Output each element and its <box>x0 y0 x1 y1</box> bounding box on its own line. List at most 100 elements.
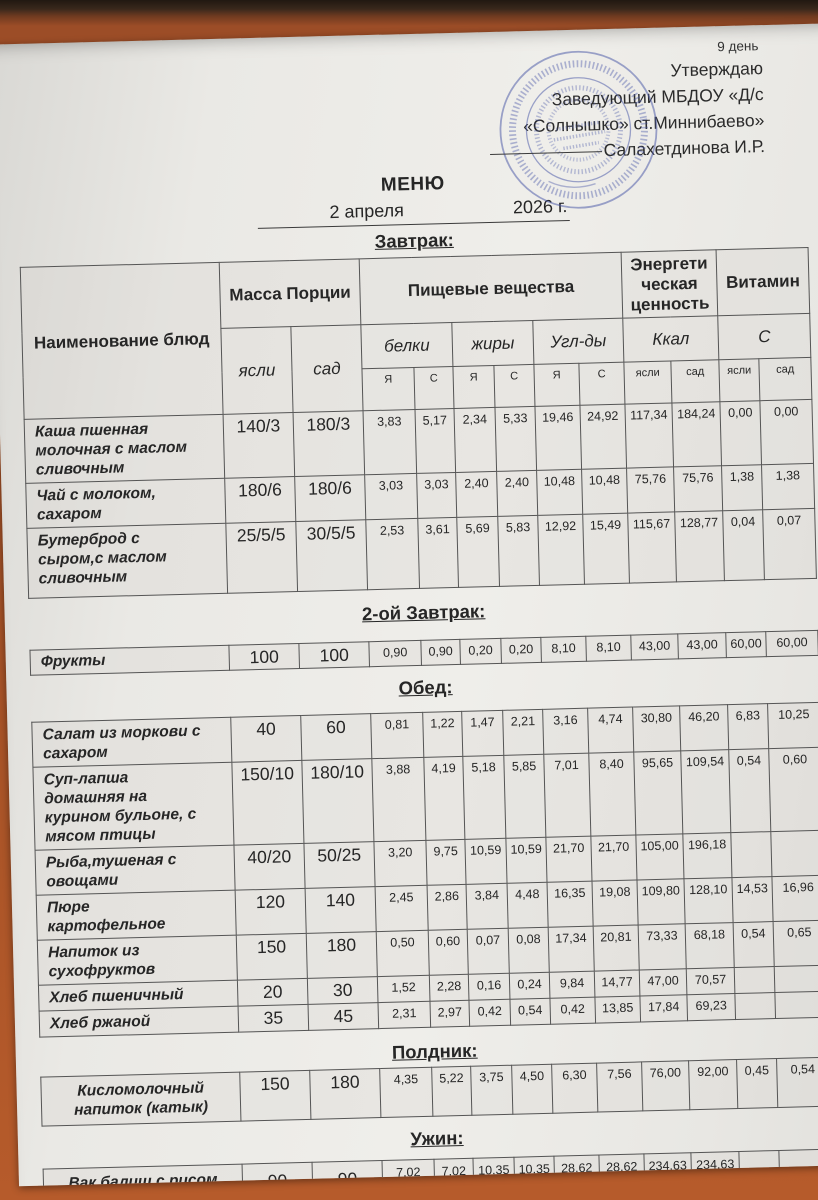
header-nutrients: Пищевые вещества <box>359 252 623 325</box>
mass-yasli: 25/5/5 <box>225 521 298 594</box>
nutrient-value: 0,60 <box>428 929 469 976</box>
lunch-rows: Салат из моркови с сахаром 40 60 0,81 1,22 1,… <box>31 702 818 1038</box>
nutrient-value: 95,65 <box>633 750 683 836</box>
header-mini: сад <box>670 359 720 403</box>
dish-name: Фрукты <box>29 645 230 676</box>
nutrient-value: 1,22 <box>422 711 463 758</box>
nutrient-value: 0,54 <box>509 998 551 1026</box>
nutrient-value: 0,20 <box>459 638 502 665</box>
nutrient-value: 0,07 <box>762 508 817 580</box>
mass-sad: 50/25 <box>303 841 376 889</box>
approver-name: Салахетдинова И.Р. <box>603 136 766 161</box>
mass-sad: 140 <box>305 886 377 934</box>
mass-yasli: 120 <box>235 888 307 936</box>
nutrient-value: 69,23 <box>686 993 736 1021</box>
nutrient-value: 0,04 <box>722 509 765 581</box>
mass-yasli: 35 <box>238 1004 309 1033</box>
header-yasli: ясли <box>220 326 294 415</box>
nutrient-value: 7,02 <box>381 1159 436 1187</box>
dish-name: Напиток из сухофруктов <box>37 935 238 986</box>
nutrient-value: 16,96 <box>771 875 818 922</box>
nutrient-value: 234,63 <box>690 1151 741 1187</box>
nutrient-value: 2,31 <box>377 1001 431 1029</box>
date-line: 2 апреля 2026 г. <box>257 195 570 229</box>
header-mini: сад <box>758 357 812 401</box>
nutrient-value: 5,17 <box>415 408 456 474</box>
nutrient-value: 8,10 <box>540 636 587 663</box>
header-dish-name: Наименование блюд <box>20 262 224 420</box>
dish-name: Кисломолочный напиток (катык) <box>40 1072 241 1127</box>
nutrient-value: 128,10 <box>683 877 734 924</box>
nutrient-value: 5,18 <box>462 755 506 840</box>
mass-sad: 100 <box>298 641 370 669</box>
nutrient-value: 43,00 <box>677 632 727 659</box>
nutrient-value <box>734 966 775 994</box>
nutrient-value <box>774 965 818 993</box>
nutrient-value: 15,49 <box>582 513 630 585</box>
nutrient-value: 7,02 <box>433 1158 475 1187</box>
nutrient-value <box>774 991 818 1019</box>
nutrient-value: 2,45 <box>375 885 429 932</box>
nutrient-value: 196,18 <box>682 832 732 879</box>
nutrient-value: 0,90 <box>368 640 422 667</box>
nutrient-value: 3,83 <box>363 409 417 475</box>
nutrient-value: 6,83 <box>727 703 769 750</box>
nutrient-value: 8,10 <box>585 635 632 662</box>
dish-name: Бутерброд с сыром,с маслом сливочным <box>26 523 228 599</box>
nutrient-value: 9,84 <box>549 971 595 999</box>
header-mini: С <box>413 366 454 410</box>
nutrient-value: 2,40 <box>496 470 538 517</box>
nutrient-value: 21,70 <box>545 836 592 883</box>
header-mini: Я <box>361 367 416 411</box>
nutrient-value: 3,75 <box>470 1065 513 1116</box>
nutrient-value <box>730 831 772 878</box>
mass-sad: 180 <box>309 1068 381 1120</box>
nutrient-value: 5,69 <box>456 516 500 588</box>
nutrient-value: 0,50 <box>376 930 430 977</box>
dish-name: Каша пшенная молочная с маслом сливочным <box>24 414 225 484</box>
header-mini: Я <box>533 363 580 407</box>
nutrient-value: 117,34 <box>624 402 674 469</box>
header-portion-mass: Масса Порции <box>219 258 361 329</box>
mass-yasli: 100 <box>228 643 300 671</box>
nutrient-value: 3,61 <box>417 517 459 589</box>
nutrient-value: 21,70 <box>590 835 637 882</box>
nutrient-value: 4,74 <box>587 707 634 754</box>
mass-sad: 180/6 <box>294 474 366 522</box>
nutrient-value: 5,22 <box>431 1066 472 1117</box>
nutrient-value: 2,28 <box>429 974 469 1002</box>
nutrient-value: 43,00 <box>630 633 679 661</box>
nutrient-value: 184,24 <box>671 401 722 467</box>
nutrient-value: 234,63 <box>643 1152 693 1187</box>
nutrient-value: 2,34 <box>453 407 497 473</box>
nutrient-value: 0,65 <box>773 920 818 967</box>
nutrient-value: 17,84 <box>639 994 688 1022</box>
nutrient-value: 3,84 <box>466 883 509 930</box>
header-energy: Энергети ческая ценность <box>621 249 718 319</box>
nutrient-value: 10,48 <box>581 468 628 515</box>
nutrient-value: 17,34 <box>548 926 595 973</box>
paper-content: 9 день Утверждаю Заведующий МБДОУ «Д/с «… <box>0 24 818 1187</box>
mass-sad: 90 <box>312 1160 384 1187</box>
header-mini: С <box>493 364 535 408</box>
nutrient-value: 70,57 <box>686 967 735 995</box>
nutrient-value <box>778 1149 818 1187</box>
mass-sad: 30 <box>307 976 378 1005</box>
nutrient-value: 30,80 <box>632 705 681 753</box>
nutrient-value: 92,00 <box>688 1059 738 1110</box>
nutrient-value: 7,01 <box>543 753 591 838</box>
nutrient-value: 0,07 <box>467 928 510 975</box>
header-vitamin: Витамин <box>716 247 810 316</box>
menu-paper-sheet: 9 день Утверждаю Заведующий МБДОУ «Д/с «… <box>0 23 818 1187</box>
mass-yasli: 90 <box>242 1162 314 1187</box>
nutrient-value: 109,54 <box>680 749 731 834</box>
dish-name: Суп-лапша домашняя на курином бульоне, с… <box>32 762 234 851</box>
nutrient-value: 5,85 <box>503 754 546 839</box>
nutrient-value: 19,46 <box>534 405 582 471</box>
nutrient-value: 4,35 <box>379 1067 433 1118</box>
nutrient-value: 10,25 <box>767 702 818 749</box>
date-day: 2 апреля <box>329 200 405 223</box>
nutrient-value: 2,97 <box>429 1000 470 1028</box>
dish-name: Вак балиш с рисом и мясом <box>43 1164 244 1187</box>
nutrient-value: 0,42 <box>468 999 511 1027</box>
